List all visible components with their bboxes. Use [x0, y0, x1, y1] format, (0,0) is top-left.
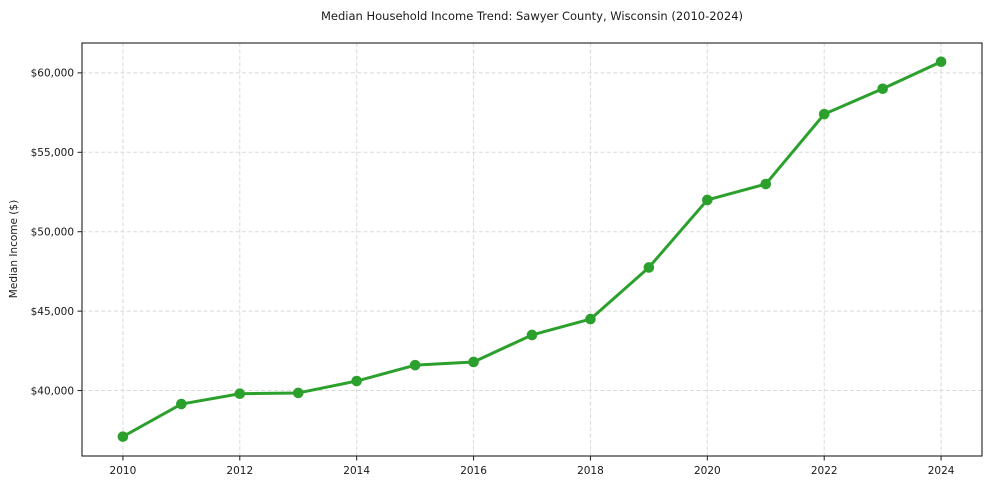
x-tick-label-2024: 2024 [928, 465, 955, 477]
data-point-2018 [585, 313, 596, 325]
axes-ticks: 2010 2012 2014 2016 2018 2020 2022 2024 $40,000 $… [31, 68, 955, 477]
data-point-2019 [643, 262, 655, 273]
x-tick-label-2018: 2018 [577, 465, 604, 477]
data-point-2011 [176, 398, 187, 410]
data-point-2023 [877, 83, 888, 95]
data-points [117, 56, 947, 442]
y-tick-label-40000: $40,000 [31, 385, 74, 397]
data-point-2014 [351, 375, 362, 387]
data-point-2010 [117, 431, 129, 442]
x-tick-label-2010: 2010 [110, 465, 137, 477]
data-point-2024 [935, 56, 947, 68]
y-tick-label-50000: $50,000 [31, 226, 74, 238]
x-tick-label-2020: 2020 [694, 465, 721, 477]
y-tick-label-60000: $60,000 [31, 68, 74, 80]
data-point-2016 [468, 356, 479, 368]
chart-title: Median Household Income Trend: Sawyer Co… [321, 9, 743, 23]
plot-border [81, 42, 983, 457]
data-point-2012 [234, 388, 246, 400]
x-tick-label-2012: 2012 [226, 465, 253, 477]
y-tick-label-55000: $55,000 [31, 147, 74, 159]
data-point-2020 [702, 194, 713, 206]
data-point-2022 [818, 108, 830, 120]
x-tick-label-2014: 2014 [343, 465, 370, 477]
x-tick-label-2016: 2016 [460, 465, 487, 477]
x-tick-label-2022: 2022 [811, 465, 838, 477]
data-point-2013 [292, 387, 304, 399]
data-point-2017 [526, 329, 538, 341]
trend-line [121, 60, 943, 439]
data-point-2021 [760, 178, 772, 190]
y-tick-label-45000: $45,000 [31, 306, 74, 318]
data-point-2015 [409, 359, 421, 371]
grid-layer [82, 43, 982, 456]
